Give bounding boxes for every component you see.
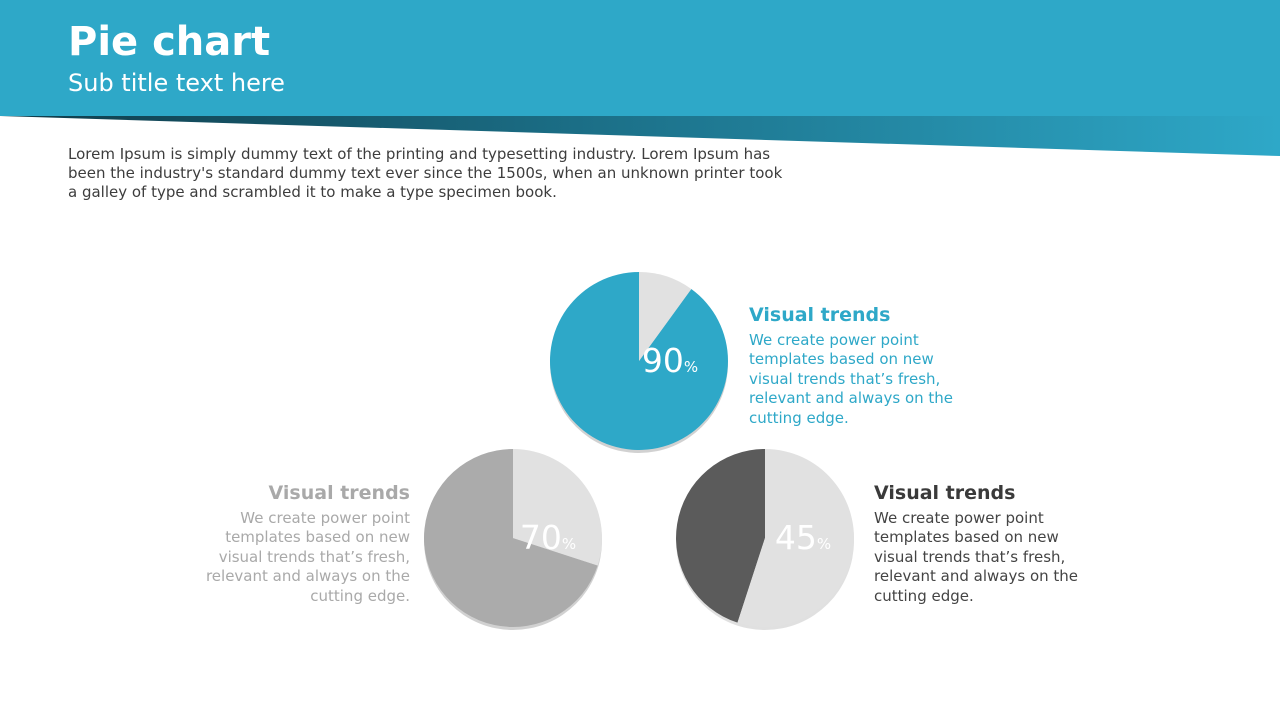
page-subtitle: Sub title text here: [68, 69, 285, 97]
legend-text: We create power point templates based on…: [205, 509, 410, 605]
pie-slice-value: [423, 449, 598, 627]
pie-slice-remainder: [737, 449, 855, 627]
legend-title: Visual trends: [874, 482, 1016, 504]
pie-chart-70: 70%: [423, 449, 602, 630]
pie-label: 90%: [642, 341, 698, 380]
legend-title: Visual trends: [268, 482, 410, 504]
page-title: Pie chart: [68, 19, 271, 65]
pie-slice-remainder: [513, 449, 602, 566]
header-banner: [0, 0, 1280, 156]
pie-label: 45%: [775, 518, 831, 557]
pie-slice-remainder: [639, 272, 692, 361]
legend-title: Visual trends: [749, 304, 891, 326]
pie-slice-value: [676, 449, 765, 623]
pie-label: 70%: [520, 518, 576, 557]
legend-left: Visual trends We create power point temp…: [190, 481, 410, 606]
header-background: [0, 0, 1280, 116]
legend-text: We create power point templates based on…: [749, 331, 954, 427]
pie-chart-45: 45%: [676, 449, 855, 630]
header-stripe: [0, 116, 1280, 156]
legend-top: Visual trends We create power point temp…: [749, 303, 964, 428]
pie-slice-value: [549, 272, 728, 450]
legend-text: We create power point templates based on…: [874, 509, 1079, 605]
legend-right: Visual trends We create power point temp…: [874, 481, 1089, 606]
pie-chart-90: 90%: [549, 272, 728, 453]
intro-text: Lorem Ipsum is simply dummy text of the …: [68, 145, 783, 201]
